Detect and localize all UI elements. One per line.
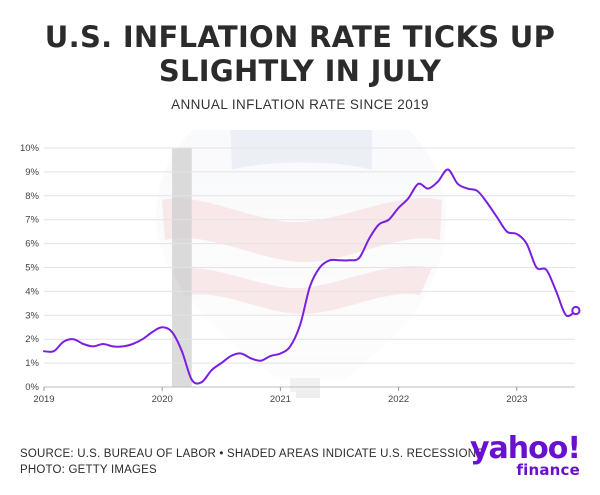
chart-title-line-2: SLIGHTLY IN JULY [158,54,442,88]
latest-value-marker [571,305,581,316]
logo-sub: finance [516,461,580,479]
y-tick-label: 7% [25,215,39,226]
x-tick-label: 2022 [388,394,409,405]
y-tick-label: 9% [25,167,39,178]
y-tick-label: 5% [25,263,39,274]
inflation-line [43,168,577,385]
x-tick-label: 2021 [270,394,291,405]
chart-title-line-1: U.S. INFLATION RATE TICKS UP [44,20,556,54]
background-balloon-photo [156,130,446,398]
y-tick-label: 1% [25,358,39,369]
y-tick-label: 10% [20,143,40,154]
logo-brand: yahoo! [469,431,581,466]
y-tick-label: 3% [25,310,39,321]
chart-title: U.S. INFLATION RATE TICKS UP SLIGHTLY IN… [0,20,600,88]
x-tick-label: 2019 [33,394,54,405]
photo-credit: PHOTO: GETTY IMAGES [20,464,157,476]
source-note: SOURCE: U.S. BUREAU OF LABOR • SHADED AR… [20,448,485,460]
x-tick-label: 2023 [506,394,527,405]
inflation-chart: 0% 1% 2% 3% 4% 5% 6% 7% 8% 9% 10% 2019 2020 2021 2022… [20,130,581,405]
y-tick-label: 2% [25,334,39,345]
chart-footer: SOURCE: U.S. BUREAU OF LABOR • SHADED AR… [20,446,484,478]
y-tick-label: 6% [25,239,39,250]
y-tick-label: 8% [25,191,39,202]
yahoo-finance-logo: yahoo! finance [469,431,581,479]
chart-subtitle: ANNUAL INFLATION RATE SINCE 2019 [171,97,429,112]
y-tick-label: 4% [25,286,39,297]
y-tick-label: 0% [25,382,39,393]
x-tick-label: 2020 [152,394,173,405]
